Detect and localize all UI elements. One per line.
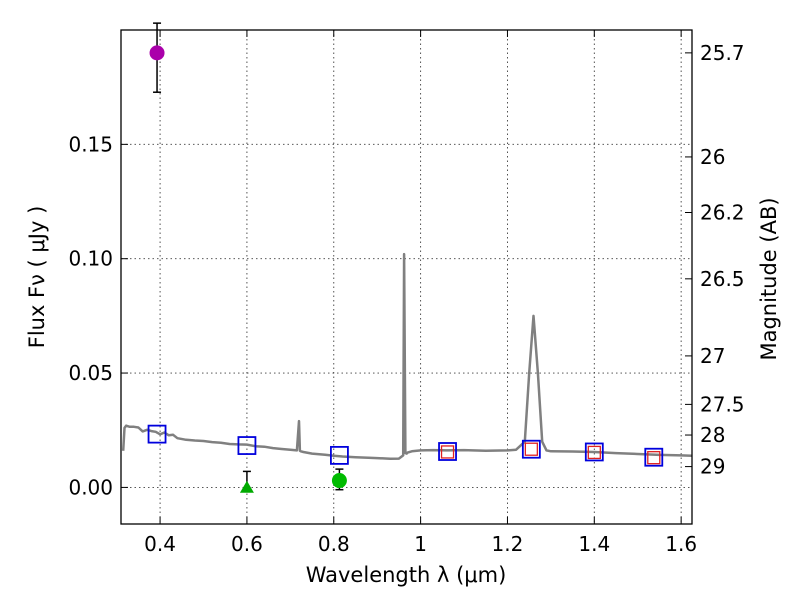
x-tick-label: 1.6 [665, 532, 697, 556]
x-tick-label: 1 [414, 532, 427, 556]
x-tick-label: 0.8 [318, 532, 350, 556]
model-flux-square [330, 445, 349, 465]
x-axis-label: Wavelength λ (μm) [306, 563, 507, 587]
x-tick-label: 1.4 [578, 532, 610, 556]
model-flux-square [237, 436, 257, 455]
plot-frame [120, 29, 693, 525]
y2-tick-label: 26 [700, 145, 725, 169]
measured-flux-square [587, 445, 601, 460]
flux-point-circle [149, 45, 165, 61]
y-tick-label: 0.05 [68, 361, 113, 385]
flux-point-triangle [239, 480, 254, 493]
y2-tick-label: 26.2 [700, 201, 745, 225]
measured-flux-square [440, 445, 455, 459]
measured-flux-square [647, 451, 661, 465]
y2-tick-label: 26.5 [700, 267, 745, 291]
model-flux-square [147, 424, 167, 444]
y2-tick-label: 29 [700, 455, 725, 479]
model-flux-square [521, 439, 541, 459]
model-spectrum [121, 252, 693, 461]
y-tick-label: 0.00 [68, 475, 113, 499]
model-flux-square [438, 442, 457, 461]
model-spectrum-line [121, 252, 693, 461]
y2-axis-label: Magnitude (AB) [757, 197, 781, 360]
x-tick-label: 0.6 [231, 532, 263, 556]
y2-tick-label: 27.5 [700, 392, 745, 416]
axes: 0.4 0.6 0.8 1 1.2 1.4 1.6 0.00 0.05 0.10 0.15 25.7 2… [68, 29, 745, 556]
flux-point-circle [331, 473, 347, 489]
model-flux-square [644, 447, 664, 467]
y-axis-label: Flux Fν ( μJy ) [25, 206, 49, 349]
x-tick-label: 1.2 [492, 532, 524, 556]
data-markers [147, 22, 664, 493]
model-flux-square [584, 442, 604, 462]
y-tick-label: 0.10 [68, 247, 113, 271]
y2-tick-label: 28 [700, 423, 725, 447]
y2-tick-label: 25.7 [700, 41, 745, 65]
grid-lines [121, 30, 692, 524]
y-tick-label: 0.15 [68, 132, 113, 156]
y2-tick-label: 27 [700, 344, 725, 368]
measured-flux-square [524, 442, 538, 456]
x-tick-label: 0.4 [144, 532, 176, 556]
